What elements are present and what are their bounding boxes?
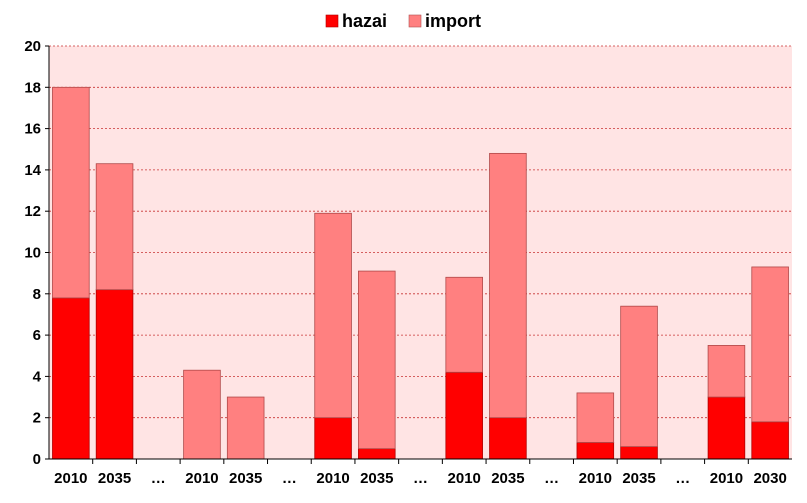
x-tick-label: … <box>413 470 428 487</box>
bar-import <box>358 270 396 450</box>
x-tick-label: … <box>282 470 297 487</box>
y-tick-label: 6 <box>33 327 41 344</box>
x-tick-label: 2010 <box>185 470 218 487</box>
x-tick-labels: 2010 2035 … 2010 2035 … 2010 2035 … 2010 2035 … 2010… <box>54 470 787 487</box>
bar-import <box>52 86 90 299</box>
bar-hazai <box>751 421 789 460</box>
axes <box>45 45 792 464</box>
bar-hazai <box>314 417 352 460</box>
bar-import <box>620 305 658 448</box>
bar-hazai <box>576 442 615 460</box>
y-tick-label: 8 <box>33 286 41 303</box>
legend-swatch-import <box>408 14 422 28</box>
legend: hazai import <box>325 11 481 31</box>
x-tick-label: 2010 <box>448 470 481 487</box>
bar-hazai <box>707 396 746 460</box>
bar-import <box>183 369 221 460</box>
x-tick-label: 2035 <box>98 470 131 487</box>
bar-import <box>314 212 352 419</box>
y-tick-label: 16 <box>24 121 41 138</box>
y-tick-label: 0 <box>33 451 41 468</box>
x-tick-label: 2035 <box>622 470 655 487</box>
y-tick-label: 10 <box>24 245 41 262</box>
bar-import <box>226 396 265 460</box>
bar-hazai <box>95 289 134 460</box>
bar-hazai <box>620 446 658 460</box>
x-tick-label: … <box>544 470 559 487</box>
bar-hazai <box>52 297 90 460</box>
x-tick-label: 2010 <box>579 470 612 487</box>
x-tick-label: 2035 <box>360 470 393 487</box>
y-tick-label: 4 <box>33 368 42 385</box>
bar-import <box>95 163 134 291</box>
x-tick-label: 2010 <box>710 470 743 487</box>
y-tick-label: 2 <box>33 410 41 427</box>
legend-label-hazai: hazai <box>342 11 387 31</box>
x-tick-label: … <box>675 470 690 487</box>
y-tick-labels: 0 2 4 6 8 10 12 14 16 18 20 <box>24 38 41 468</box>
bar-import <box>751 266 789 423</box>
plot-area <box>49 46 792 459</box>
x-tick-label: 2030 <box>753 470 786 487</box>
x-tick-label: 2035 <box>491 470 524 487</box>
bars <box>52 86 789 460</box>
bar-hazai <box>445 371 483 460</box>
bar-import <box>707 345 746 398</box>
bar-hazai <box>489 417 527 460</box>
x-tick-label: 2010 <box>316 470 349 487</box>
x-tick-label: … <box>151 470 166 487</box>
legend-swatch-hazai <box>325 14 339 28</box>
bar-import <box>445 276 483 373</box>
legend-label-import: import <box>425 11 481 31</box>
x-tick-label: 2035 <box>229 470 262 487</box>
bar-import <box>576 392 615 443</box>
y-tick-label: 20 <box>24 38 41 55</box>
bar-hazai <box>358 448 396 460</box>
y-tick-label: 14 <box>24 162 41 179</box>
bar-import <box>489 152 527 419</box>
y-tick-label: 12 <box>24 203 41 220</box>
y-tick-label: 18 <box>24 79 41 96</box>
x-tick-label: 2010 <box>54 470 87 487</box>
